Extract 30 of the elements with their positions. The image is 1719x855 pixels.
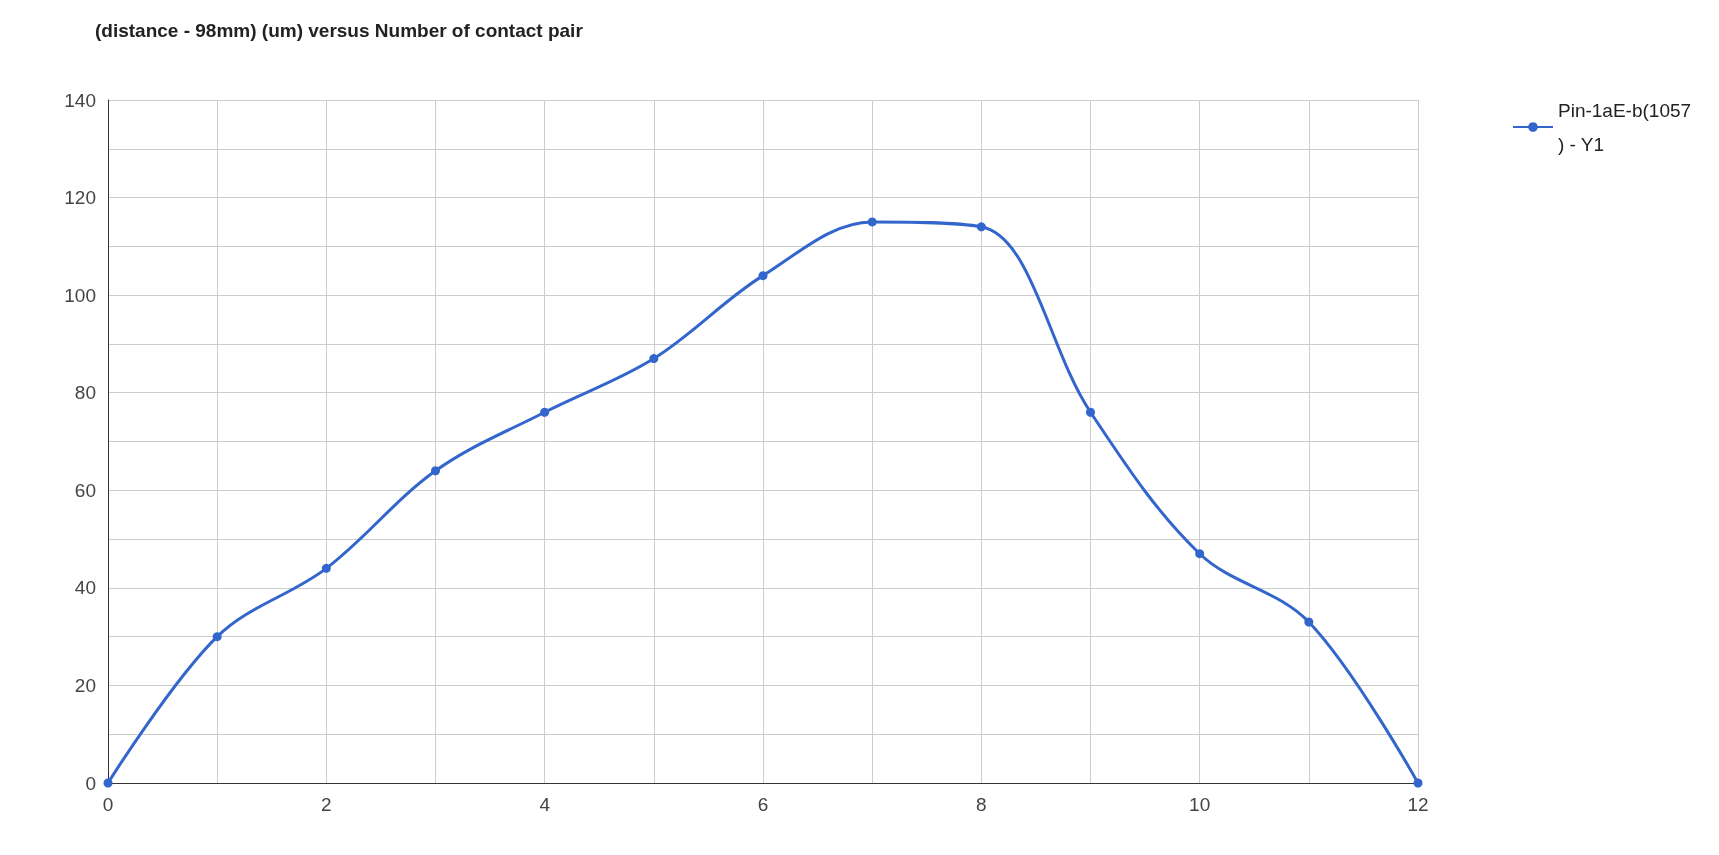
- x-tick-label: 6: [757, 794, 769, 815]
- x-tick-label: 12: [1407, 794, 1429, 815]
- y-tick-label: 20: [74, 674, 96, 696]
- point: [1195, 549, 1205, 559]
- y-tick-label: 80: [74, 382, 96, 404]
- x-tick-label: 4: [539, 794, 551, 815]
- y-tick-label: 100: [64, 284, 96, 306]
- legend-label: Pin-1aE-b(1057) - Y1: [1558, 99, 1692, 155]
- point: [1086, 407, 1095, 417]
- point: [103, 778, 113, 788]
- point: [976, 222, 986, 232]
- x-tick-label: 2: [321, 794, 332, 815]
- chart-title: (distance - 98mm) (um) versus Number of contact pair: [95, 20, 584, 41]
- point: [758, 271, 768, 281]
- point: [431, 466, 440, 476]
- point: [649, 354, 659, 364]
- y-tick-label: 140: [64, 89, 96, 111]
- y-tick-label: 0: [85, 772, 96, 794]
- x-tick-label: 10: [1189, 794, 1211, 815]
- point: [1304, 617, 1314, 627]
- y-tick-label: 120: [64, 187, 96, 209]
- point: [212, 632, 222, 642]
- x-tick-label: 0: [102, 794, 114, 815]
- x-tick-label: 8: [976, 794, 987, 815]
- y-tick-label: 40: [74, 577, 96, 599]
- point: [1413, 778, 1423, 788]
- point: [321, 563, 331, 573]
- point: [540, 407, 550, 417]
- point: [867, 217, 877, 227]
- y-tick-label: 60: [74, 479, 96, 501]
